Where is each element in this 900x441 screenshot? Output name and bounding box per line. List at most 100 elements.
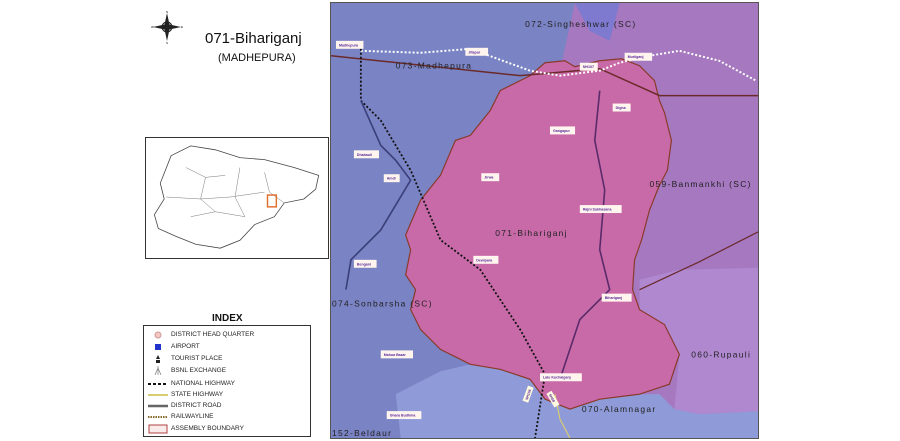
place-label-box — [579, 205, 622, 214]
district-road — [345, 100, 412, 290]
place-label[interactable]: Digha — [612, 103, 631, 112]
label-alamnagar: 070-Alamnagar — [582, 404, 657, 414]
place-name: Rajni Sukhasana — [583, 208, 613, 212]
district-road — [639, 231, 758, 291]
place-label-box — [335, 40, 364, 49]
madhepura-highlight — [266, 194, 278, 208]
tourist-place-icon — [148, 354, 168, 364]
place-label[interactable]: Dewipara — [473, 255, 499, 264]
constituency-map[interactable]: 071-Bihariganj 072-Singheshwar (SC) 073-… — [330, 2, 759, 439]
place-label[interactable]: Ghara Budhma — [386, 411, 422, 420]
area-rupauli — [639, 267, 758, 415]
place-label[interactable]: Rajni Sukhasana — [579, 205, 622, 214]
place-label-box — [353, 259, 377, 268]
district-road — [559, 90, 611, 380]
place-name: Mahua Bazar — [384, 353, 407, 357]
place-label-box — [465, 47, 489, 56]
bihar-inset-map — [145, 137, 329, 259]
airport-icon — [148, 342, 168, 352]
legend-label: RAILWAYLINE — [171, 413, 214, 420]
place-name: Bengani — [357, 262, 371, 266]
legend-label: DISTRICT ROAD — [171, 402, 222, 409]
legend-label: NATIONAL HIGHWAY — [171, 380, 235, 387]
place-label[interactable]: Bihariganj — [601, 293, 632, 302]
place-label-box — [383, 174, 400, 183]
place-name: Amdi — [387, 177, 396, 181]
area-alamnagar — [395, 364, 758, 438]
area-singheshwar — [574, 3, 620, 41]
place-label[interactable]: Lalu Kuchaiganj — [540, 373, 582, 382]
legend-district-road: DISTRICT ROAD — [148, 400, 221, 411]
place-label-box — [612, 103, 631, 112]
road-shield: NH106 — [522, 385, 534, 403]
assembly-boundary-box — [148, 424, 168, 434]
national-highway-line — [148, 379, 168, 389]
place-label[interactable]: Jitapur — [465, 47, 489, 56]
compass-n: N — [166, 10, 168, 14]
place-name: Dhabauli — [357, 153, 372, 157]
place-label[interactable]: NH107 — [579, 62, 598, 71]
legend-label: BSNL EXCHANGE — [171, 367, 227, 374]
place-name: Jitapur — [468, 50, 481, 54]
place-name: Ghara Budhma — [390, 414, 417, 418]
road-label: NH106 — [525, 389, 533, 401]
legend-bsnl: BSNL EXCHANGE — [148, 365, 226, 376]
place-label-box — [386, 411, 422, 420]
place-label-box — [549, 126, 576, 135]
bihariganj-boundary[interactable] — [405, 58, 681, 410]
label-beldaur: 152-Beldaur — [332, 428, 392, 438]
place-label-box — [624, 52, 653, 61]
label-banmankhi: 059-Banmankhi (SC) — [650, 179, 752, 189]
compass-rose-icon: N E S W — [151, 10, 183, 44]
place-name: Digha — [616, 106, 627, 110]
label-rupauli: 060-Rupauli — [691, 349, 751, 359]
place-label-box — [380, 350, 414, 359]
place-label[interactable]: Mahua Bazar — [380, 350, 414, 359]
district-road-line — [148, 401, 168, 411]
place-label[interactable]: Dhabauli — [353, 150, 379, 159]
place-label[interactable]: Madhepura — [335, 40, 364, 49]
place-label[interactable]: Murliganj — [624, 52, 653, 61]
place-name: NH107 — [583, 65, 594, 69]
compass-e: E — [181, 25, 183, 29]
railway-line — [148, 412, 168, 422]
legend-label: STATE HIGHWAY — [171, 391, 224, 398]
legend-railway: RAILWAYLINE — [148, 411, 214, 422]
place-name: Murliganj — [628, 55, 644, 59]
national-highway — [360, 47, 757, 82]
legend-airport: AIRPORT — [148, 341, 200, 352]
legend: DISTRICT HEAD QUARTER AIRPORT TOURIST PL… — [143, 325, 311, 437]
bsnl-tower-icon — [148, 366, 168, 376]
place-name: Bihariganj — [605, 296, 623, 300]
label-bihariganj: 071-Bihariganj — [495, 228, 568, 238]
legend-tourist-place: TOURIST PLACE — [148, 353, 222, 364]
place-name: Madhepura — [339, 43, 359, 47]
place-label-box — [601, 293, 632, 302]
place-label-box — [540, 373, 582, 382]
legend-label: AIRPORT — [171, 343, 200, 350]
place-label-box — [579, 62, 598, 71]
place-name: Gangapur — [553, 129, 571, 133]
state-highway-line — [148, 390, 168, 400]
place-label-box — [353, 150, 379, 159]
place-name: Dewipara — [476, 258, 493, 262]
place-label[interactable]: Gangapur — [549, 126, 576, 135]
place-name: Jirwa — [484, 176, 494, 180]
legend-label: DISTRICT HEAD QUARTER — [171, 331, 255, 338]
label-sonbarsha: 074-Sonbarsha (SC) — [332, 299, 433, 309]
place-label[interactable]: Jirwa — [481, 173, 500, 182]
place-name: Lalu Kuchaiganj — [543, 376, 571, 380]
place-label-box — [473, 255, 499, 264]
railway-line — [331, 55, 758, 97]
legend-label: ASSEMBLY BOUNDARY — [171, 425, 244, 432]
place-label[interactable]: Bengani — [353, 259, 377, 268]
compass-s: S — [166, 41, 168, 44]
legend-state-highway: STATE HIGHWAY — [148, 389, 223, 400]
legend-assembly-boundary: ASSEMBLY BOUNDARY — [148, 423, 244, 434]
place-label[interactable]: Amdi — [383, 174, 400, 183]
legend-label: TOURIST PLACE — [171, 355, 223, 362]
district-hq-icon — [148, 330, 168, 340]
district-name: (MADHEPURA) — [218, 52, 296, 64]
legend-district-hq: DISTRICT HEAD QUARTER — [148, 329, 254, 340]
area-madhepura-sonbarsha — [331, 3, 575, 438]
